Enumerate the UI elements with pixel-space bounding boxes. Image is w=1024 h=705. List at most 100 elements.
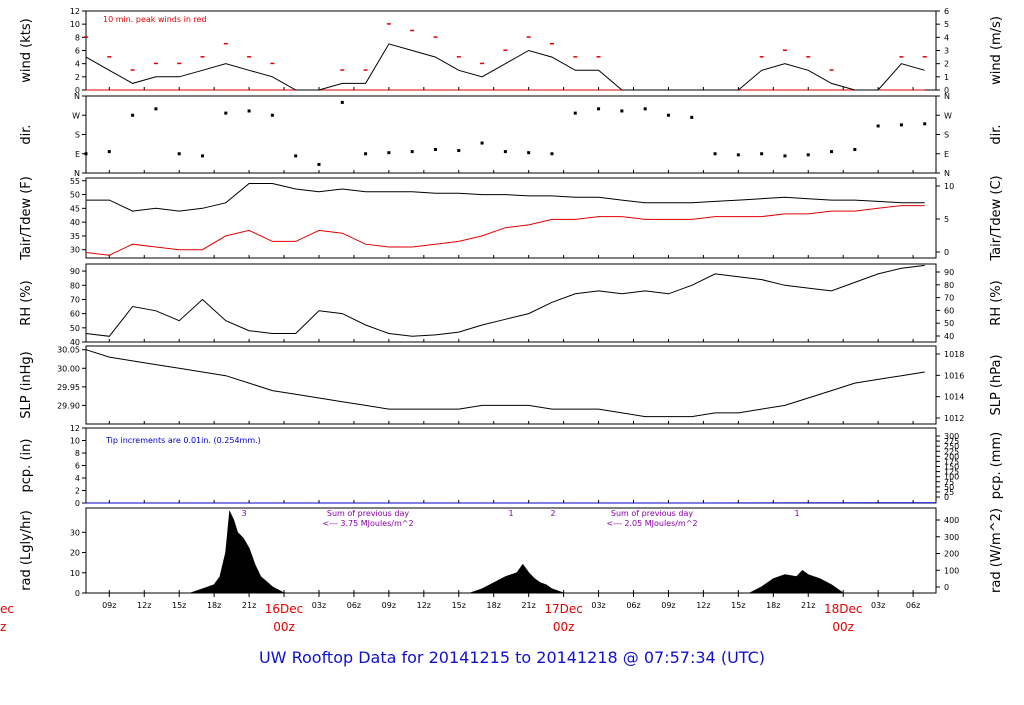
peak-wind-point (573, 56, 577, 58)
ylabel-left-direction: dir. (19, 124, 34, 144)
peak-wind-point (433, 36, 437, 38)
peak-wind-point (154, 63, 158, 65)
ytick-label-left-rh: 90 (70, 267, 80, 276)
peak-wind-point (247, 56, 251, 58)
direction-point (644, 107, 647, 110)
ylabel-right-direction: dir. (989, 124, 1004, 144)
xtick-label: 18z (766, 601, 780, 610)
xtick-label: 12z (137, 601, 151, 610)
xtick-label: 21z (801, 601, 815, 610)
radiation-sum-label-2: Sum of previous day (611, 509, 693, 518)
precip-annotation: Tip increments are 0.01in. (0.254mm.) (105, 436, 261, 445)
direction-point (783, 154, 786, 157)
peak-wind-point (200, 56, 204, 58)
ytick-label-right-pressure: 1012 (944, 414, 964, 423)
direction-point (760, 152, 763, 155)
direction-point (830, 150, 833, 153)
direction-point (900, 123, 903, 126)
peak-wind-point (107, 56, 111, 58)
ytick-label-left-precip: 10 (70, 437, 80, 446)
peak-wind-point (830, 69, 834, 71)
series-line-temperature-tdew (86, 206, 925, 256)
ytick-label-left-dir: E (75, 150, 80, 159)
ytick-label-left-temperature: 40 (70, 218, 80, 227)
ytick-label-right-rh: 90 (944, 268, 954, 277)
day-label-clipped-date: ec (0, 602, 14, 616)
ytick-label-left-precip: 0 (75, 499, 80, 508)
panel-frame-temperature (86, 178, 936, 258)
xtick-label: 21z (521, 601, 535, 610)
ytick-label-right-rad: 300 (944, 533, 959, 542)
direction-point (853, 148, 856, 151)
direction-point (108, 150, 111, 153)
ytick-label-left-rh: 60 (70, 310, 80, 319)
ytick-label-right-temperature: 5 (944, 215, 949, 224)
ytick-label-left-precip: 12 (70, 424, 80, 433)
ytick-label-right-pressure: 1018 (944, 350, 964, 359)
ytick-label-right-dir: N (944, 92, 950, 101)
xtick-label: 09z (102, 601, 116, 610)
ytick-label-right-rad: 0 (944, 583, 949, 592)
ytick-label-left-wind: 10 (70, 20, 80, 29)
radiation-peak-marker: 2 (550, 509, 555, 518)
direction-point (527, 151, 530, 154)
ytick-label-left-wind: 6 (75, 47, 80, 56)
ytick-label-right-dir: W (944, 111, 952, 120)
xtick-label: 21z (242, 601, 256, 610)
ylabel-right-radiation: rad (W/m^2) (989, 508, 1004, 593)
peak-wind-point (597, 56, 601, 58)
direction-point (364, 152, 367, 155)
ytick-label-right-dir: S (944, 131, 949, 140)
ylabel-right-wind: wind (m/s) (989, 16, 1004, 85)
xtick-label: 09z (382, 601, 396, 610)
ytick-label-right-rad: 200 (944, 550, 959, 559)
xtick-label: 15z (452, 601, 466, 610)
direction-point (690, 116, 693, 119)
xtick-label: 03z (312, 601, 326, 610)
ytick-label-left-rh: 70 (70, 295, 80, 304)
ylabel-right-rh: RH (%) (989, 280, 1004, 325)
direction-point (737, 153, 740, 156)
ytick-label-right-wind: 6 (944, 7, 949, 16)
ytick-label-right-pressure: 1016 (944, 371, 964, 380)
direction-point (131, 114, 134, 117)
series-line-temperature-tair (86, 184, 925, 212)
ylabel-left-precip: pcp. (in) (19, 439, 34, 493)
figure-title: UW Rooftop Data for 20141215 to 20141218… (0, 648, 1024, 667)
xtick-label: 18z (487, 601, 501, 610)
ytick-label-right-temperature: 10 (944, 182, 954, 191)
direction-point (271, 114, 274, 117)
ytick-label-left-pressure: 30.05 (57, 346, 80, 355)
xtick-label: 06z (626, 601, 640, 610)
peak-wind-point (177, 63, 181, 65)
direction-point (481, 142, 484, 145)
day-label-hour: 00z (553, 620, 575, 634)
ytick-label-left-pressure: 29.95 (57, 383, 80, 392)
direction-point (224, 112, 227, 115)
direction-point (667, 114, 670, 117)
direction-point (877, 124, 880, 127)
ytick-label-left-dir: S (75, 131, 80, 140)
direction-point (574, 112, 577, 115)
direction-point (923, 122, 926, 125)
wind-annotation: 10 min. peak winds in red (103, 15, 207, 24)
ytick-label-right-rad: 100 (944, 566, 959, 575)
day-label-date: 18Dec (824, 602, 863, 616)
radiation-sum-value-1: <--- 3.75 MJoules/m^2 (322, 519, 413, 528)
ytick-label-right-wind: 5 (944, 20, 949, 29)
xtick-label: 15z (172, 601, 186, 610)
ytick-label-left-dir: W (72, 111, 80, 120)
ytick-label-left-temperature: 35 (70, 232, 80, 241)
xtick-label: 12z (696, 601, 710, 610)
ytick-label-right-rh: 80 (944, 281, 954, 290)
series-line-rh-rh (86, 265, 925, 336)
peak-wind-point (270, 63, 274, 65)
ylabel-left-wind: wind (kts) (19, 18, 34, 82)
ytick-label-right-wind: 3 (944, 47, 949, 56)
ylabel-right-temperature: Tair/Tdew (C) (989, 175, 1004, 261)
peak-wind-point (527, 36, 531, 38)
radiation-peak-marker: 1 (794, 509, 799, 518)
ytick-label-left-rad: 0 (75, 589, 80, 598)
radiation-area-day-3 (750, 571, 843, 593)
